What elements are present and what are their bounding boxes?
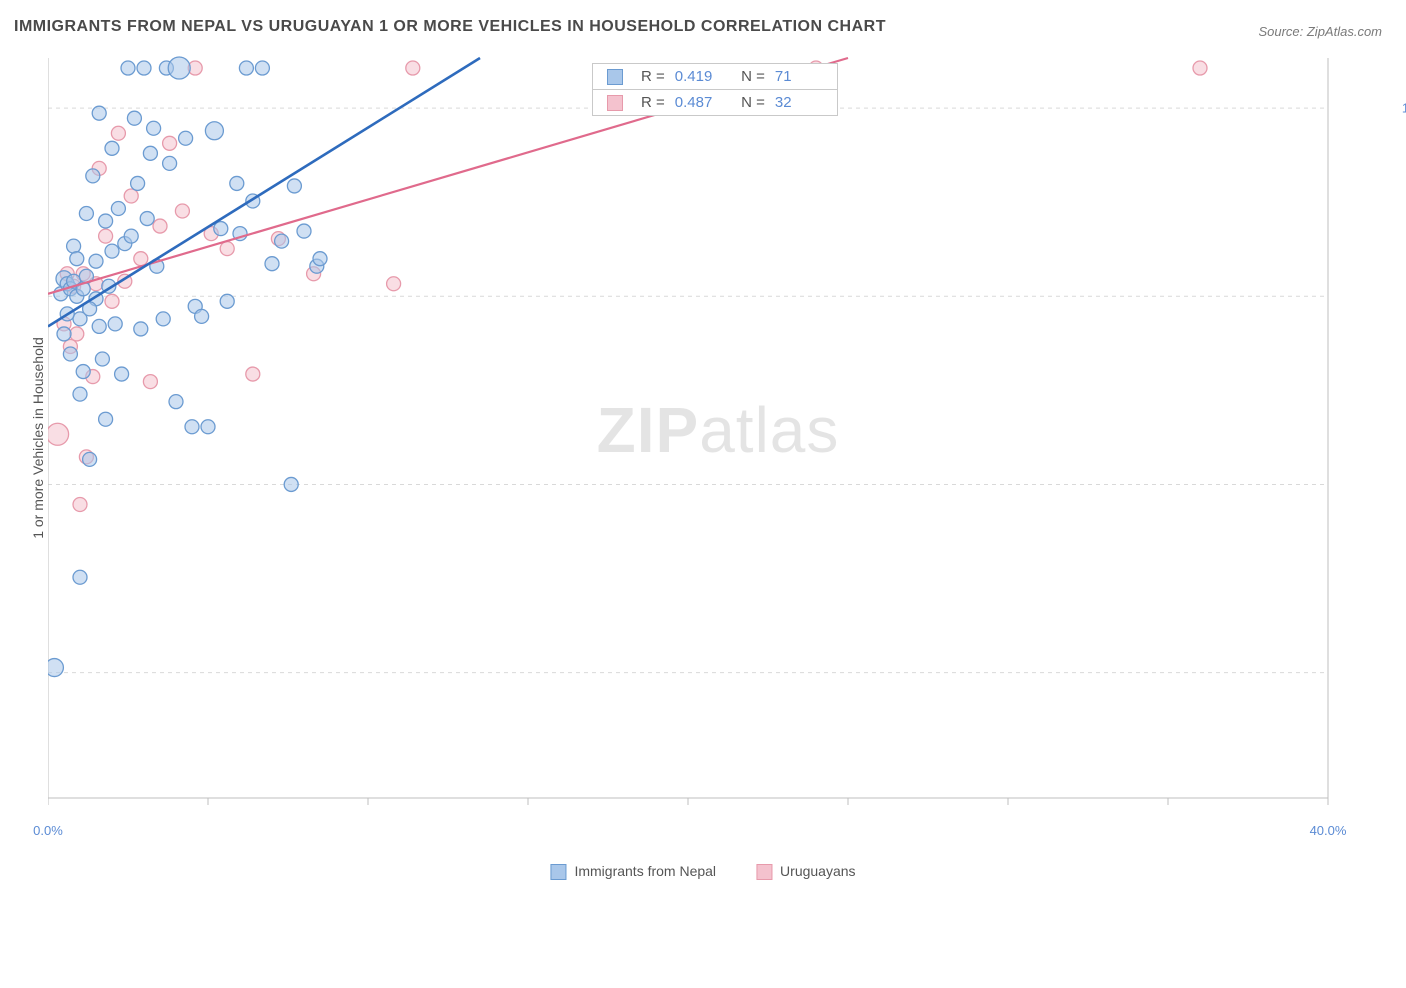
legend-item: Uruguayans bbox=[756, 863, 856, 880]
y-tick-label: 85.0% bbox=[1394, 477, 1406, 492]
chart-container: 1 or more Vehicles in Household 77.5%85.… bbox=[48, 50, 1388, 810]
series-legend: Immigrants from Nepal Uruguayans bbox=[550, 863, 855, 880]
legend-label: Immigrants from Nepal bbox=[574, 863, 716, 879]
chart-source: Source: ZipAtlas.com bbox=[1258, 24, 1382, 39]
legend-swatch bbox=[550, 864, 566, 880]
y-tick-label: 77.5% bbox=[1394, 665, 1406, 680]
legend-label: Uruguayans bbox=[780, 863, 856, 879]
x-tick-label: 0.0% bbox=[33, 823, 63, 838]
scatter-plot bbox=[48, 50, 1388, 810]
legend-row: R =0.419 N =71 bbox=[593, 64, 837, 89]
legend-item: Immigrants from Nepal bbox=[550, 863, 716, 880]
y-tick-label: 100.0% bbox=[1394, 101, 1406, 116]
correlation-legend: R =0.419 N =71R =0.487 N =32 bbox=[592, 63, 838, 116]
y-tick-label: 92.5% bbox=[1394, 289, 1406, 304]
y-axis-label: 1 or more Vehicles in Household bbox=[30, 0, 46, 988]
legend-swatch bbox=[607, 69, 623, 85]
x-tick-label: 40.0% bbox=[1310, 823, 1347, 838]
legend-swatch bbox=[607, 95, 623, 111]
legend-swatch bbox=[756, 864, 772, 880]
chart-title: IMMIGRANTS FROM NEPAL VS URUGUAYAN 1 OR … bbox=[14, 18, 886, 36]
legend-row: R =0.487 N =32 bbox=[593, 89, 837, 115]
